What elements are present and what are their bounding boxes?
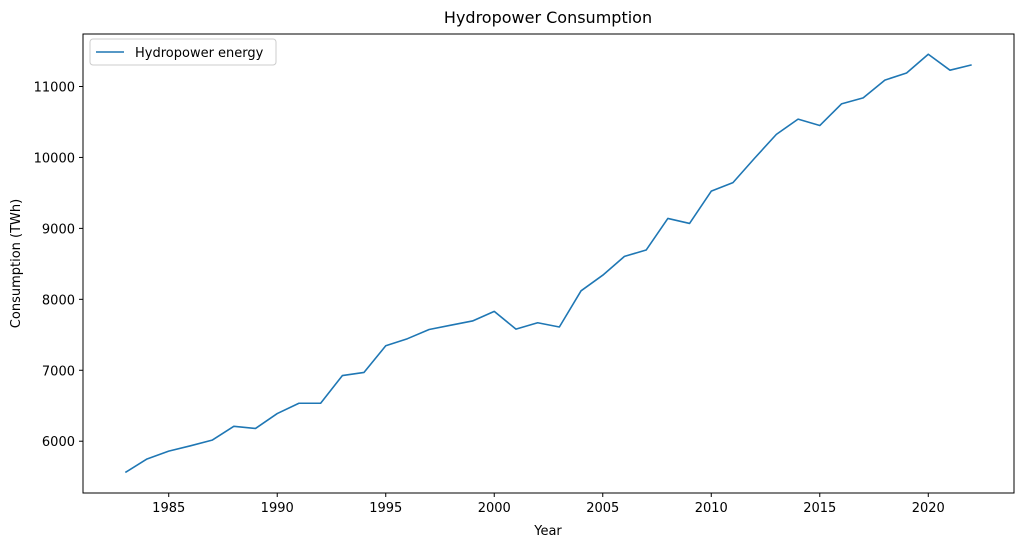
y-axis-title: Consumption (TWh) [9, 199, 24, 328]
legend-label: Hydropower energy [135, 46, 264, 61]
legend: Hydropower energy [89, 38, 277, 66]
y-tick-label: 10000 [34, 151, 75, 166]
x-tick-label: 2020 [912, 501, 945, 516]
x-axis-title: Year [533, 524, 562, 539]
x-tick-label: 1995 [369, 501, 402, 516]
y-tick-label: 9000 [42, 222, 75, 237]
y-tick-label: 6000 [42, 435, 75, 450]
x-tick-label: 2005 [586, 501, 619, 516]
y-tick-label: 8000 [42, 293, 75, 308]
y-tick-label: 7000 [42, 364, 75, 379]
x-tick-label: 2010 [695, 501, 728, 516]
series-line-hydropower-energy [124, 53, 972, 474]
series-layer [124, 53, 972, 474]
chart-title: Hydropower Consumption [444, 8, 652, 27]
x-axis-ticks: 1985 1990 1995 2000 2005 2010 2015 2020 [152, 493, 945, 516]
y-tick-label: 11000 [34, 80, 75, 95]
x-tick-label: 1990 [261, 501, 294, 516]
y-axis-ticks: 6000 7000 8000 9000 10000 11000 [34, 80, 83, 450]
x-tick-label: 1985 [152, 501, 185, 516]
x-tick-label: 2015 [803, 501, 836, 516]
plot-area [83, 34, 1014, 493]
x-tick-label: 2000 [478, 501, 511, 516]
legend-box [89, 38, 277, 66]
plot-frame [82, 33, 1015, 494]
